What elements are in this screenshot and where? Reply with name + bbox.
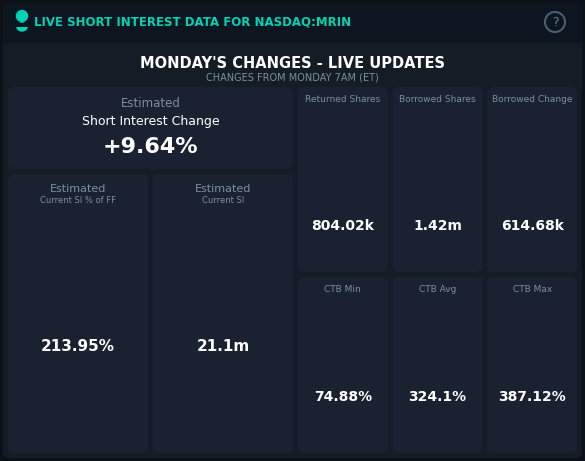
Text: CTB Avg: CTB Avg	[419, 284, 456, 294]
Text: Estimated: Estimated	[195, 184, 251, 194]
FancyBboxPatch shape	[298, 87, 388, 272]
Text: +9.64%: +9.64%	[103, 137, 198, 157]
Text: 614.68k: 614.68k	[501, 219, 563, 233]
Text: Short Interest Change: Short Interest Change	[82, 114, 219, 128]
Text: Current SI: Current SI	[202, 195, 244, 205]
FancyBboxPatch shape	[3, 46, 582, 457]
FancyBboxPatch shape	[487, 87, 577, 272]
Text: Returned Shares: Returned Shares	[305, 95, 380, 104]
FancyBboxPatch shape	[393, 277, 483, 453]
FancyBboxPatch shape	[153, 174, 293, 453]
FancyBboxPatch shape	[487, 277, 577, 453]
Circle shape	[16, 11, 27, 22]
Text: Current SI % of FF: Current SI % of FF	[40, 195, 116, 205]
FancyBboxPatch shape	[8, 87, 293, 169]
Text: 21.1m: 21.1m	[197, 339, 250, 355]
FancyBboxPatch shape	[393, 87, 483, 272]
Text: 213.95%: 213.95%	[41, 339, 115, 355]
FancyBboxPatch shape	[298, 277, 388, 453]
Text: CHANGES FROM MONDAY 7AM (ET): CHANGES FROM MONDAY 7AM (ET)	[206, 72, 379, 82]
FancyBboxPatch shape	[16, 23, 28, 27]
Text: Borrowed Change: Borrowed Change	[492, 95, 572, 104]
Text: 804.02k: 804.02k	[311, 219, 374, 233]
Text: LIVE SHORT INTEREST DATA FOR NASDAQ:MRIN: LIVE SHORT INTEREST DATA FOR NASDAQ:MRIN	[34, 16, 351, 29]
Ellipse shape	[17, 23, 27, 31]
Text: Borrowed Shares: Borrowed Shares	[399, 95, 476, 104]
Text: MONDAY'S CHANGES - LIVE UPDATES: MONDAY'S CHANGES - LIVE UPDATES	[140, 55, 445, 71]
FancyBboxPatch shape	[8, 174, 148, 453]
FancyBboxPatch shape	[3, 3, 582, 43]
Text: CTB Max: CTB Max	[512, 284, 552, 294]
Text: 324.1%: 324.1%	[408, 390, 467, 404]
FancyBboxPatch shape	[3, 3, 582, 458]
Text: Estimated: Estimated	[121, 96, 180, 110]
Text: 387.12%: 387.12%	[498, 390, 566, 404]
Text: CTB Min: CTB Min	[325, 284, 361, 294]
Text: ?: ?	[552, 16, 558, 29]
Text: 1.42m: 1.42m	[413, 219, 462, 233]
FancyBboxPatch shape	[3, 25, 582, 43]
Text: Estimated: Estimated	[50, 184, 106, 194]
Text: 74.88%: 74.88%	[314, 390, 372, 404]
